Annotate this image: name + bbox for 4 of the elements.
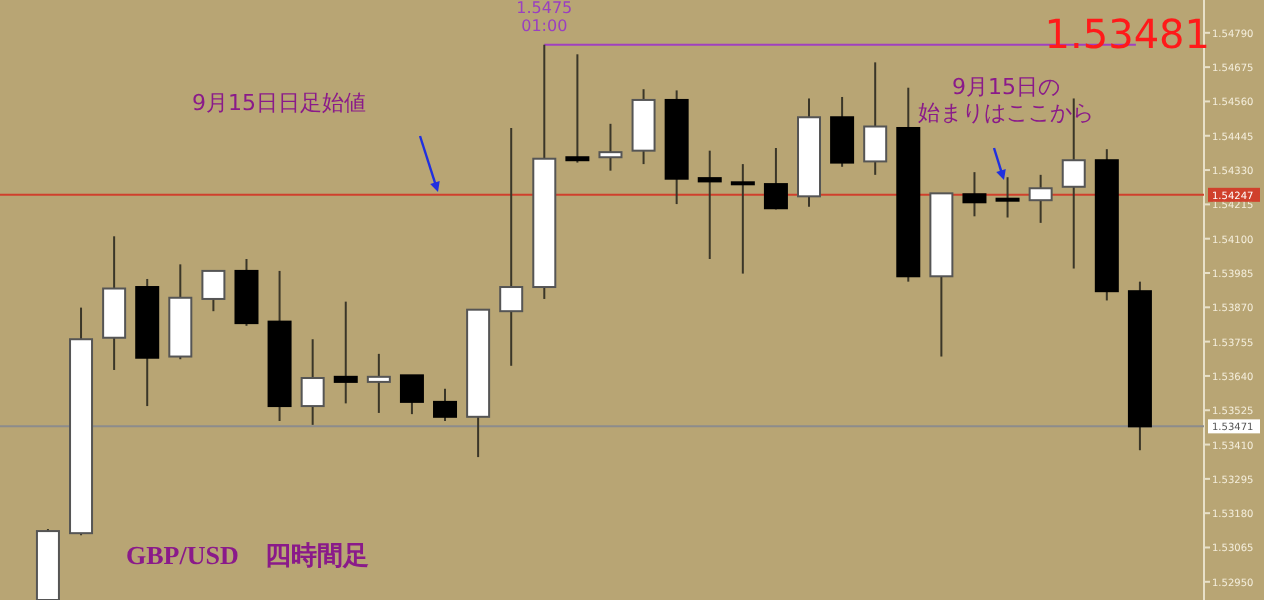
annotation: 9月15日の xyxy=(952,74,1060,100)
text: GBP/USD 四時間足 xyxy=(126,540,369,570)
annotation: 9月15日日足始値 xyxy=(192,90,366,116)
annotation: 1.5475 01:00 xyxy=(516,0,573,36)
